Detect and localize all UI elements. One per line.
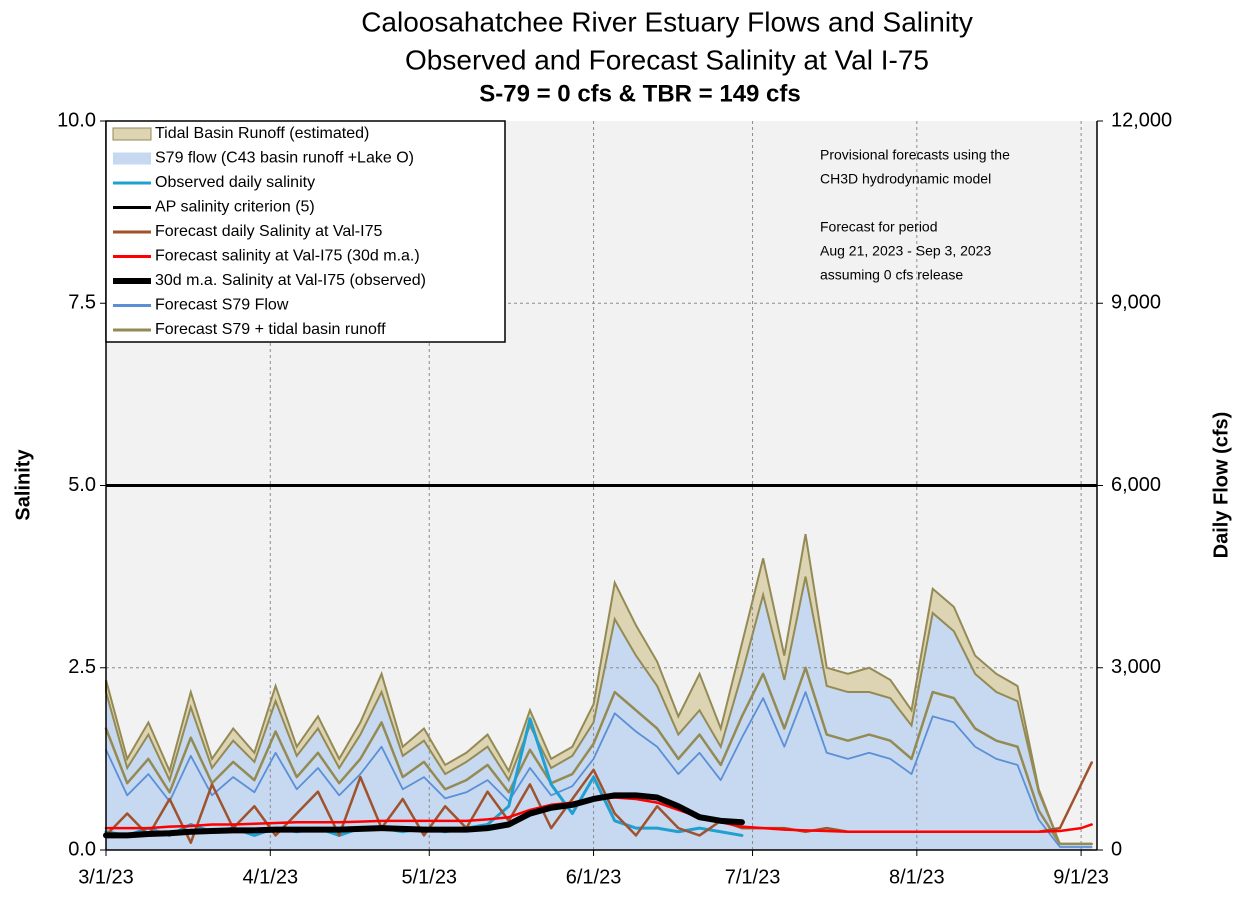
annotation: Aug 21, 2023 - Sep 3, 2023	[820, 243, 991, 259]
chart-subtitle: Observed and Forecast Salinity at Val I-…	[405, 44, 929, 75]
y2-tick-label: 9,000	[1111, 292, 1161, 314]
series-line	[103, 792, 745, 839]
annotation: Provisional forecasts using the	[820, 147, 1010, 163]
y2-axis-label: Daily Flow (cfs)	[1210, 412, 1232, 559]
y2-tick-label: 6,000	[1111, 474, 1161, 496]
legend-swatch	[112, 127, 152, 141]
y2-tick-label: 12,000	[1111, 109, 1172, 131]
y-tick-label: 0.0	[68, 838, 96, 860]
legend-label: Forecast daily Salinity at Val-I75	[155, 223, 382, 240]
annotation: assuming 0 cfs release	[820, 267, 963, 283]
x-tick-label: 9/1/23	[1053, 866, 1109, 888]
legend-label: Forecast salinity at Val-I75 (30d m.a.)	[155, 248, 420, 265]
x-tick-label: 5/1/23	[401, 866, 457, 888]
annotation: Forecast for period	[820, 219, 938, 235]
x-tick-label: 3/1/23	[78, 866, 134, 888]
y2-tick-label: 0	[1111, 838, 1122, 860]
legend-swatch	[113, 152, 151, 165]
y2-tick-label: 3,000	[1111, 656, 1161, 678]
y-axis-label: Salinity	[12, 449, 34, 521]
legend-label: Forecast S79 Flow	[155, 297, 289, 314]
y-tick-label: 2.5	[68, 656, 96, 678]
chart-subtitle-2: S-79 = 0 cfs & TBR = 149 cfs	[479, 80, 801, 107]
series-line	[104, 666, 1093, 846]
legend-label: 30d m.a. Salinity at Val-I75 (observed)	[155, 272, 426, 289]
y-tick-label: 10.0	[57, 109, 96, 131]
x-tick-label: 8/1/23	[889, 866, 945, 888]
chart-title: Caloosahatchee River Estuary Flows and S…	[361, 6, 973, 37]
x-tick-label: 6/1/23	[566, 866, 622, 888]
legend: Tidal Basin Runoff (estimated) S79 flow (…	[105, 120, 506, 343]
x-tick-label: 7/1/23	[725, 866, 781, 888]
series-line	[105, 691, 1093, 848]
legend-label: Observed daily salinity	[155, 174, 315, 191]
y-tick-label: 5.0	[68, 474, 96, 496]
x-tick-label: 4/1/23	[242, 866, 298, 888]
legend-label: Forecast S79 + tidal basin runoff	[155, 321, 386, 338]
legend-label: AP salinity criterion (5)	[155, 199, 315, 216]
legend-label: Tidal Basin Runoff (estimated)	[155, 125, 369, 142]
y-tick-label: 7.5	[68, 292, 96, 314]
annotation: CH3D hydrodynamic model	[820, 171, 991, 187]
legend-box	[105, 120, 506, 343]
legend-label: S79 flow (C43 basin runoff +Lake O)	[155, 150, 414, 167]
